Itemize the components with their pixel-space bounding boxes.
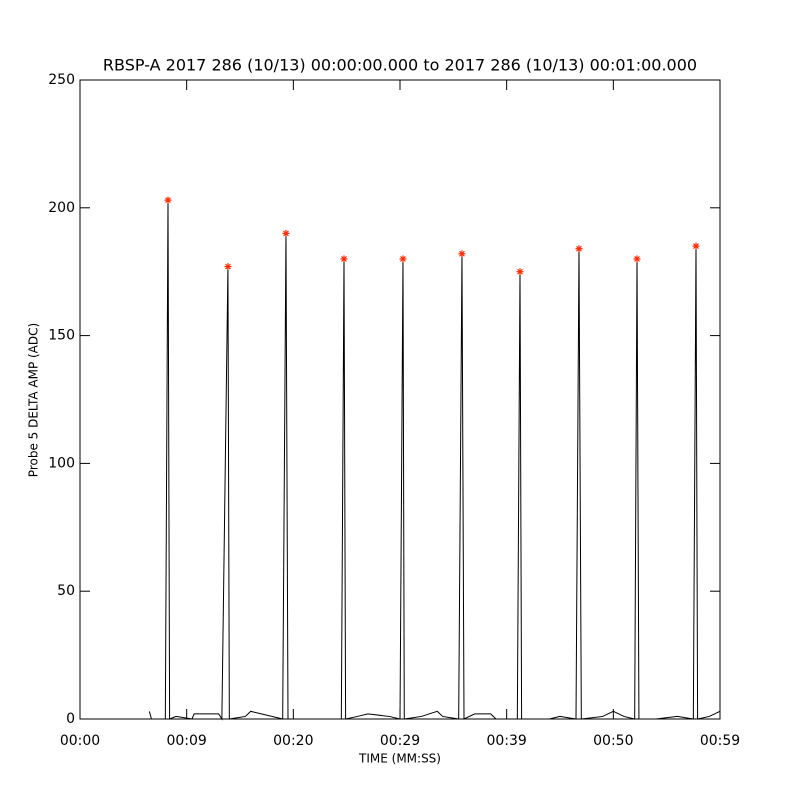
peak-marker — [575, 245, 583, 253]
x-tick-label: 00:00 — [60, 733, 100, 749]
marker-stroke — [341, 256, 347, 262]
x-tick-label: 00:59 — [700, 733, 740, 749]
x-tick-label: 00:29 — [380, 733, 420, 749]
marker-stroke — [576, 245, 582, 252]
peak-marker — [399, 255, 407, 263]
marker-stroke — [634, 256, 640, 262]
peak-marker — [633, 255, 641, 263]
y-tick-label: 0 — [66, 711, 75, 727]
peak-marker — [340, 255, 348, 263]
peak-marker — [692, 242, 700, 250]
marker-stroke — [283, 230, 289, 237]
y-tick-label: 100 — [48, 455, 75, 471]
y-tick-label: 150 — [48, 328, 75, 344]
y-tick-label: 50 — [57, 583, 75, 599]
x-tick-label: 00:50 — [593, 733, 633, 749]
marker-stroke — [225, 263, 231, 270]
marker-stroke — [459, 250, 465, 257]
x-axis-label: TIME (MM:SS) — [358, 752, 441, 766]
peak-marker — [516, 268, 524, 276]
plot-frame — [79, 79, 721, 720]
y-axis-label: Probe 5 DELTA AMP (ADC) — [27, 323, 41, 477]
x-tick-label: 00:20 — [273, 733, 313, 749]
marker-stroke — [517, 268, 523, 275]
y-tick-label: 200 — [48, 200, 75, 216]
marker-stroke — [693, 243, 699, 250]
chart-title: RBSP-A 2017 286 (10/13) 00:00:00.000 to … — [103, 56, 697, 75]
peak-marker — [224, 263, 232, 271]
peak-marker — [164, 196, 172, 204]
peak-marker — [458, 250, 466, 258]
x-tick-label: 00:09 — [166, 733, 206, 749]
y-tick-label: 250 — [48, 72, 75, 88]
marker-stroke — [400, 256, 406, 262]
marker-stroke — [165, 197, 171, 204]
trace-line — [148, 200, 721, 721]
x-tick-label: 00:39 — [486, 733, 526, 749]
peak-marker — [282, 229, 290, 237]
